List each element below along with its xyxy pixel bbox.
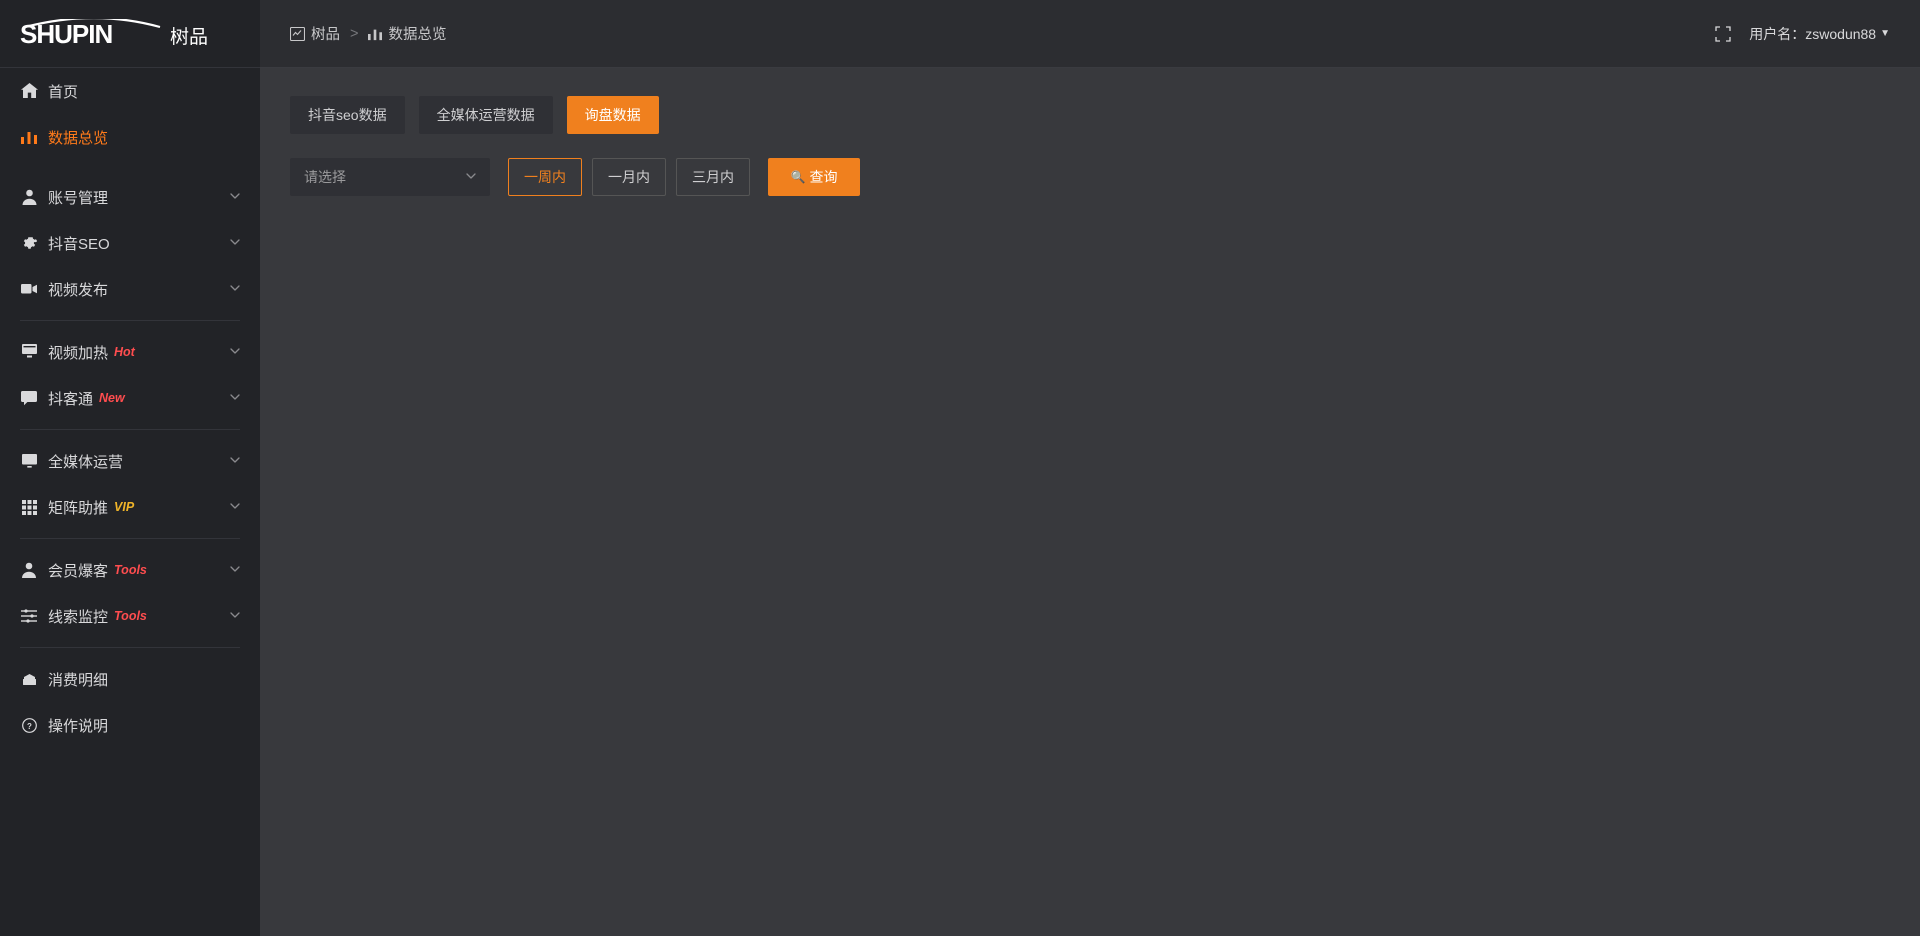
- svg-text:?: ?: [27, 722, 32, 731]
- svg-text:树品: 树品: [170, 26, 208, 48]
- svg-text:SHUPIN: SHUPIN: [20, 19, 112, 49]
